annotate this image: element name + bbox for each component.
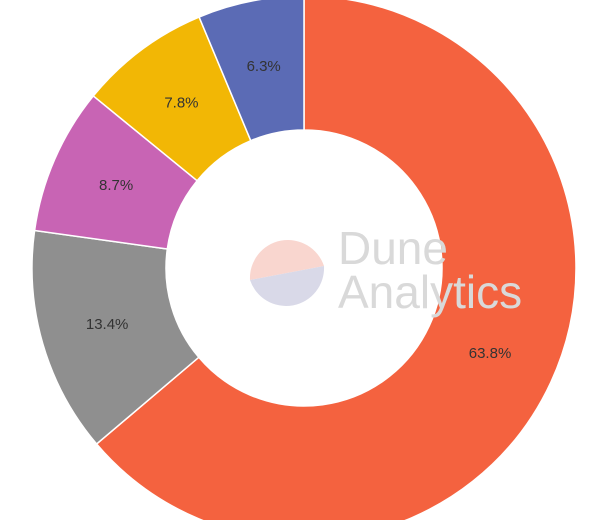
slice xyxy=(95,0,577,520)
data-label: 8.7% xyxy=(99,177,133,194)
watermark-logo xyxy=(249,240,325,306)
donut xyxy=(31,0,577,520)
slice xyxy=(31,229,200,446)
logo-bottom xyxy=(250,266,325,306)
data-label: 63.8% xyxy=(469,345,512,362)
slice xyxy=(198,0,305,142)
data-label: 6.3% xyxy=(247,58,281,75)
watermark-line: Analytics xyxy=(338,266,522,318)
logo-top xyxy=(249,240,324,280)
watermark-line: Dune xyxy=(338,222,448,274)
data-label: 7.8% xyxy=(164,95,198,112)
data-label: 13.4% xyxy=(86,316,129,333)
